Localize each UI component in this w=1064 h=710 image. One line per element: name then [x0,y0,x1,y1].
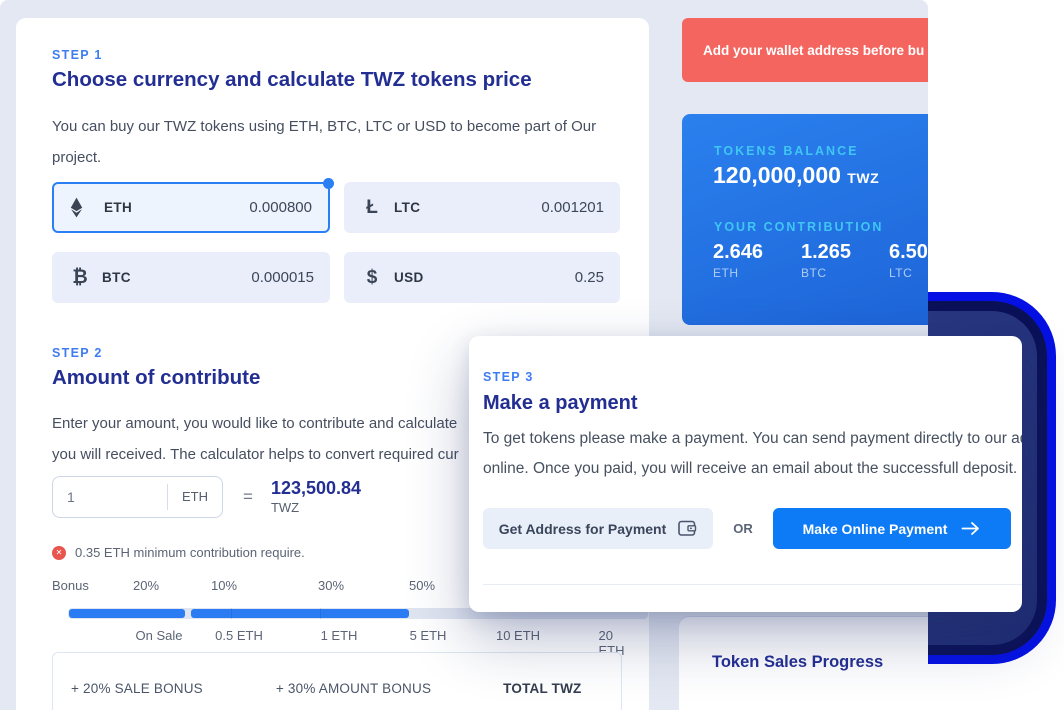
arrow-right-icon [961,521,981,536]
contribution-currency: ETH [713,266,739,280]
bonus-progress-fill [191,609,409,618]
step3-title: Make a payment [483,392,638,414]
converted-currency: TWZ [270,500,300,515]
bonus-pct-label: 10% [210,578,238,593]
online-payment-label: Make Online Payment [802,520,948,537]
total-twz-label: TOTAL TWZ [503,681,582,696]
currency-rate: 0.000015 [251,269,314,286]
currency-code: LTC [394,200,421,215]
currency-rate: 0.25 [574,269,604,286]
error-message: 0.35 ETH minimum contribution require. [75,545,305,560]
converted-value: 123,500.84 [270,478,362,498]
step1-title: Choose currency and calculate TWZ tokens… [52,68,532,91]
amount-input[interactable] [53,489,167,505]
currency-tile-usd[interactable]: $ USD 0.25 [344,252,620,303]
make-payment-popup: STEP 3 Make a payment To get tokens plea… [469,336,1022,612]
bonus-eth-label: 0.5 ETH [215,628,263,643]
currency-rate: 0.001201 [541,199,604,216]
contribution-value: 6.500 [889,241,928,263]
step1-label: STEP 1 [52,48,103,62]
ltc-icon: Ł [366,196,378,218]
btc-icon: ₿ [72,266,88,288]
step2-description: Enter your amount, you would like to con… [52,408,648,470]
contribution-value: 1.265 [801,241,852,263]
step2-description-line1: Enter your amount, you would like to con… [52,415,458,432]
step2-label: STEP 2 [52,346,103,360]
step3-description: To get tokens please make a payment. You… [483,424,1022,484]
tokens-balance-label: TOKENS BALANCE [714,144,859,158]
token-sales-progress-title: Token Sales Progress [712,653,884,671]
step2-description-line2: you will received. The calculator helps … [52,446,459,463]
contribution-item: 1.265 BTC [801,240,851,280]
selected-dot [323,178,334,189]
get-address-label: Get Address for Payment [498,520,667,537]
step3-description-line2: online. Once you paid, you will receive … [483,460,1018,477]
step1-description: You can buy our TWZ tokens using ETH, BT… [52,118,597,166]
usd-icon: $ [366,266,378,288]
bonus-progress-fill [69,609,185,618]
bonus-pct-label: 30% [317,578,345,593]
bonus-eth-label: On Sale [135,628,183,643]
contribution-value: 2.646 [713,241,764,263]
currency-code: ETH [104,200,133,215]
error-icon: ✕ [52,545,66,560]
your-contribution-label: YOUR CONTRIBUTION [714,220,884,234]
equals-sign: = [243,487,253,506]
step3-description-line1: To get tokens please make a payment. You… [483,430,1022,447]
bonus-eth-label: 5 ETH [409,628,447,643]
bonus-progress-track [68,608,648,619]
minimum-contribution-error: ✕ 0.35 ETH minimum contribution require. [52,545,305,560]
contribution-item: 6.500 LTC [889,240,928,280]
bonus-pct-label: 20% [132,578,160,593]
currency-code: BTC [102,270,131,285]
currency-code: USD [394,270,424,285]
popup-divider [483,584,1022,585]
scale-tick [231,608,232,619]
balance-unit: TWZ [847,170,880,186]
scale-tick [320,608,321,619]
or-separator: OR [733,521,753,536]
bonus-summary-box: + 20% SALE BONUS + 30% AMOUNT BONUS TOTA… [52,652,622,710]
conversion-result: 123,500.84 TWZ [271,479,361,515]
currency-tile-ltc[interactable]: Ł LTC 0.001201 [344,182,620,233]
bonus-axis-label: Bonus [52,578,89,593]
eth-icon [70,197,94,218]
tokens-balance-card: TOKENS BALANCE 120,000,000 TWZ YOUR CONT… [682,114,928,325]
step2-title: Amount of contribute [52,366,261,389]
currency-rate: 0.000800 [249,199,312,216]
get-address-button[interactable]: Get Address for Payment [483,508,713,549]
make-online-payment-button[interactable]: Make Online Payment [773,508,1011,549]
amount-converter: ETH = 123,500.84 TWZ [52,476,361,518]
token-sales-progress-card: Token Sales Progress [679,617,928,710]
bonus-eth-label: 10 ETH [495,628,541,643]
sale-bonus-label: + 20% SALE BONUS [71,681,203,696]
amount-currency-label: ETH [167,484,222,510]
balance-number: 120,000,000 [713,162,841,188]
contribution-currency: BTC [801,266,827,280]
step3-label: STEP 3 [483,370,534,384]
amount-bonus-label: + 30% AMOUNT BONUS [275,681,432,696]
contribution-currency: LTC [889,266,913,280]
payment-actions: Get Address for Payment OR Make Online P… [483,508,1011,549]
wallet-alert-banner: Add your wallet address before bu [682,18,928,82]
contribution-item: 2.646 ETH [713,240,763,280]
bonus-eth-label: 1 ETH [320,628,358,643]
alert-message: Add your wallet address before bu [703,42,925,58]
currency-tile-btc[interactable]: ₿ BTC 0.000015 [52,252,330,303]
wallet-icon [678,520,697,537]
amount-input-box: ETH [52,476,223,518]
bonus-pct-label: 50% [408,578,436,593]
currency-tile-eth[interactable]: ETH 0.000800 [52,178,334,233]
tokens-balance-amount: 120,000,000 TWZ [713,162,879,189]
